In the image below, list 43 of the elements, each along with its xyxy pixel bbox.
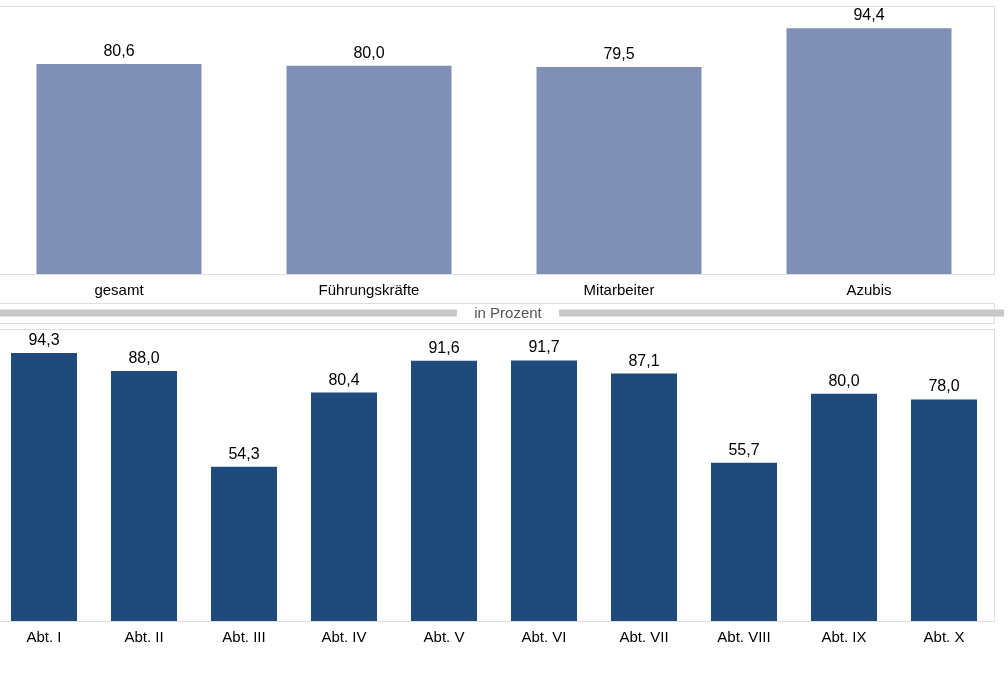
data-label: 55,7 (728, 440, 760, 458)
x-tick-label: Abt. III (222, 627, 266, 645)
x-tick-label: gesamt (94, 280, 145, 298)
bar (211, 466, 277, 621)
bar (36, 64, 202, 274)
bar (811, 393, 877, 621)
x-tick-label: Abt. V (423, 627, 465, 645)
bar (536, 66, 702, 274)
x-tick-label: Abt. VI (521, 627, 567, 645)
bar (11, 353, 77, 621)
x-tick-label: Abt. X (923, 627, 965, 645)
bar (286, 65, 452, 274)
data-label: 80,0 (828, 371, 860, 389)
data-label: 87,1 (628, 351, 660, 369)
data-label: 91,7 (528, 338, 560, 356)
bar (411, 360, 477, 621)
x-tick-label: Mitarbeiter (583, 280, 655, 298)
data-label: 54,3 (228, 444, 260, 462)
bar (111, 371, 177, 621)
x-tick-label: Abt. IV (321, 627, 367, 645)
bar (786, 28, 952, 274)
data-label: 78,0 (928, 377, 960, 395)
bar (911, 399, 977, 621)
text: in Prozent (474, 304, 543, 321)
data-label: 80,6 (103, 42, 135, 60)
data-label: 94,4 (853, 6, 885, 24)
x-tick-label: Abt. I (26, 627, 62, 645)
data-label: 80,4 (328, 370, 360, 388)
data-label: 80,0 (353, 43, 385, 61)
x-tick-label: Abt. II (124, 627, 164, 645)
x-tick-label: Azubis (846, 280, 892, 298)
data-label: 91,6 (428, 338, 460, 356)
x-tick-label: Abt. IX (821, 627, 867, 645)
bar (511, 360, 577, 621)
data-label: 88,0 (128, 349, 160, 367)
data-label: 94,3 (28, 331, 60, 349)
x-tick-label: Abt. VII (619, 627, 669, 645)
x-tick-label: Abt. VIII (717, 627, 771, 645)
bar (611, 373, 677, 621)
bar (711, 462, 777, 621)
data-label: 79,5 (603, 44, 635, 62)
bar (311, 392, 377, 621)
x-tick-label: Führungskräfte (318, 280, 420, 298)
